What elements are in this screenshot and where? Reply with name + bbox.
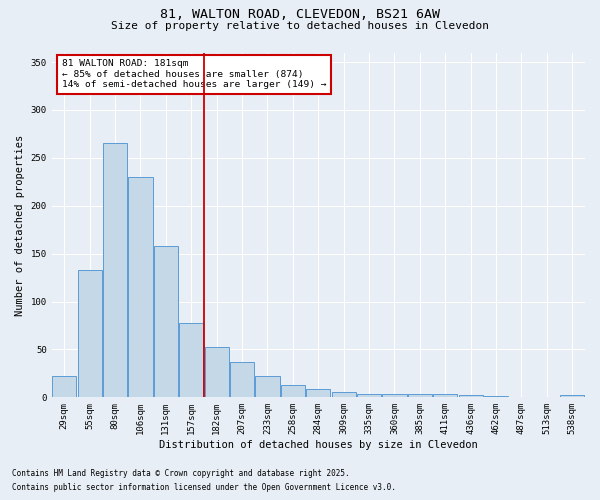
- Bar: [357, 394, 381, 398]
- Bar: [332, 392, 356, 398]
- Bar: [281, 385, 305, 398]
- X-axis label: Distribution of detached houses by size in Clevedon: Distribution of detached houses by size …: [159, 440, 478, 450]
- Bar: [408, 394, 432, 398]
- Bar: [52, 376, 76, 398]
- Bar: [256, 376, 280, 398]
- Y-axis label: Number of detached properties: Number of detached properties: [15, 134, 25, 316]
- Bar: [154, 246, 178, 398]
- Bar: [433, 394, 457, 398]
- Bar: [128, 177, 152, 398]
- Bar: [230, 362, 254, 398]
- Bar: [382, 394, 407, 398]
- Bar: [77, 270, 102, 398]
- Bar: [205, 346, 229, 398]
- Bar: [458, 396, 483, 398]
- Text: Size of property relative to detached houses in Clevedon: Size of property relative to detached ho…: [111, 21, 489, 31]
- Bar: [560, 396, 584, 398]
- Text: 81, WALTON ROAD, CLEVEDON, BS21 6AW: 81, WALTON ROAD, CLEVEDON, BS21 6AW: [160, 8, 440, 20]
- Text: 81 WALTON ROAD: 181sqm
← 85% of detached houses are smaller (874)
14% of semi-de: 81 WALTON ROAD: 181sqm ← 85% of detached…: [62, 60, 327, 89]
- Text: Contains HM Land Registry data © Crown copyright and database right 2025.: Contains HM Land Registry data © Crown c…: [12, 468, 350, 477]
- Text: Contains public sector information licensed under the Open Government Licence v3: Contains public sector information licen…: [12, 484, 396, 492]
- Bar: [484, 396, 508, 398]
- Bar: [103, 144, 127, 398]
- Bar: [306, 388, 331, 398]
- Bar: [179, 322, 203, 398]
